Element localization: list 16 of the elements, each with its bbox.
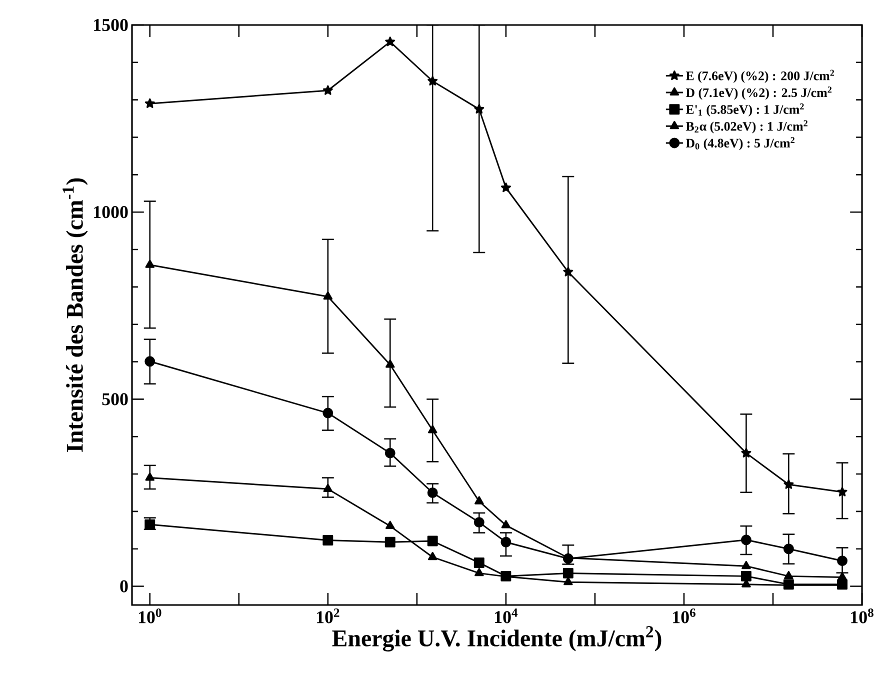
legend-label: B$_{2}$α (5.02eV) : 1 J/cm$^{2}$ bbox=[686, 120, 808, 134]
legend-label: D (7.1eV) (%2) : 2.5 J/cm$^{2}$ bbox=[686, 86, 832, 100]
legend-label: E'$_{1}$ (5.85eV) : 1 J/cm$^{2}$ bbox=[686, 103, 804, 117]
x-tick-label: 10$^{0}$ bbox=[138, 608, 162, 624]
x-tick-label: 10$^{4}$ bbox=[495, 608, 518, 624]
y-axis-title: Intensité des Bandes (cm$^{-1}$) bbox=[62, 178, 88, 452]
y-tick-label: 1500 bbox=[94, 18, 128, 32]
legend-label: E (7.6eV) (%2) : 200 J/cm$^{2}$ bbox=[686, 70, 834, 83]
x-tick-label: 10$^{2}$ bbox=[316, 608, 340, 624]
x-tick-label: 10$^{8}$ bbox=[851, 608, 874, 624]
x-axis-title: Energie U.V. Incidente (mJ/cm$^{2}$) bbox=[332, 626, 662, 652]
y-tick-label: 0 bbox=[120, 580, 128, 592]
y-tick-label: 1000 bbox=[94, 206, 128, 218]
legend-label: D$_{0}$ (4.8eV) : 5 J/cm$^{2}$ bbox=[686, 137, 794, 150]
x-tick-label: 10$^{6}$ bbox=[673, 608, 696, 624]
y-tick-label: 500 bbox=[102, 393, 128, 406]
